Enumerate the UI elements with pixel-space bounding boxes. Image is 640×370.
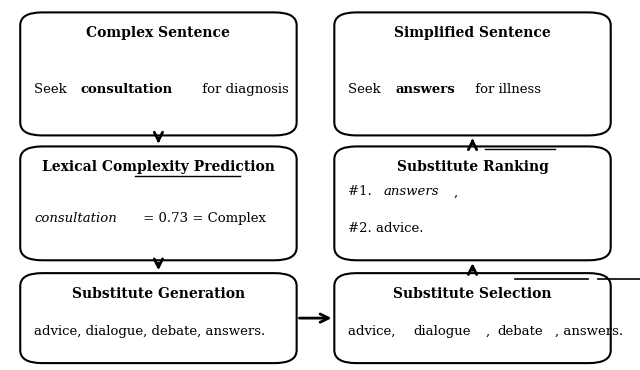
Text: dialogue: dialogue: [413, 325, 471, 338]
Text: Simplified Sentence: Simplified Sentence: [394, 26, 551, 40]
Text: #1.: #1.: [348, 185, 376, 198]
FancyBboxPatch shape: [20, 147, 296, 260]
Text: advice, dialogue, debate, answers.: advice, dialogue, debate, answers.: [34, 325, 266, 338]
Text: advice,: advice,: [348, 325, 400, 338]
Text: debate: debate: [497, 325, 543, 338]
FancyBboxPatch shape: [20, 273, 296, 363]
Text: Complex Sentence: Complex Sentence: [86, 26, 230, 40]
Text: #2. advice.: #2. advice.: [348, 222, 424, 235]
Text: answers: answers: [383, 185, 439, 198]
Text: for diagnosis: for diagnosis: [198, 83, 289, 97]
Text: ,: ,: [454, 185, 458, 198]
Text: Seek: Seek: [348, 83, 385, 97]
Text: for illness: for illness: [470, 83, 541, 97]
Text: Seek: Seek: [34, 83, 71, 97]
Text: Substitute Selection: Substitute Selection: [393, 287, 552, 301]
Text: consultation: consultation: [81, 83, 173, 97]
FancyBboxPatch shape: [334, 273, 611, 363]
Text: answers: answers: [395, 83, 455, 97]
Text: = 0.73 = Complex: = 0.73 = Complex: [139, 212, 266, 225]
Text: Substitute Ranking: Substitute Ranking: [397, 161, 548, 174]
Text: , answers.: , answers.: [555, 325, 623, 338]
FancyBboxPatch shape: [20, 13, 296, 135]
Text: Lexical Complexity Prediction: Lexical Complexity Prediction: [42, 161, 275, 174]
Text: ,: ,: [486, 325, 495, 338]
FancyBboxPatch shape: [334, 13, 611, 135]
Text: Substitute Generation: Substitute Generation: [72, 287, 245, 301]
Text: consultation: consultation: [34, 212, 117, 225]
FancyBboxPatch shape: [334, 147, 611, 260]
